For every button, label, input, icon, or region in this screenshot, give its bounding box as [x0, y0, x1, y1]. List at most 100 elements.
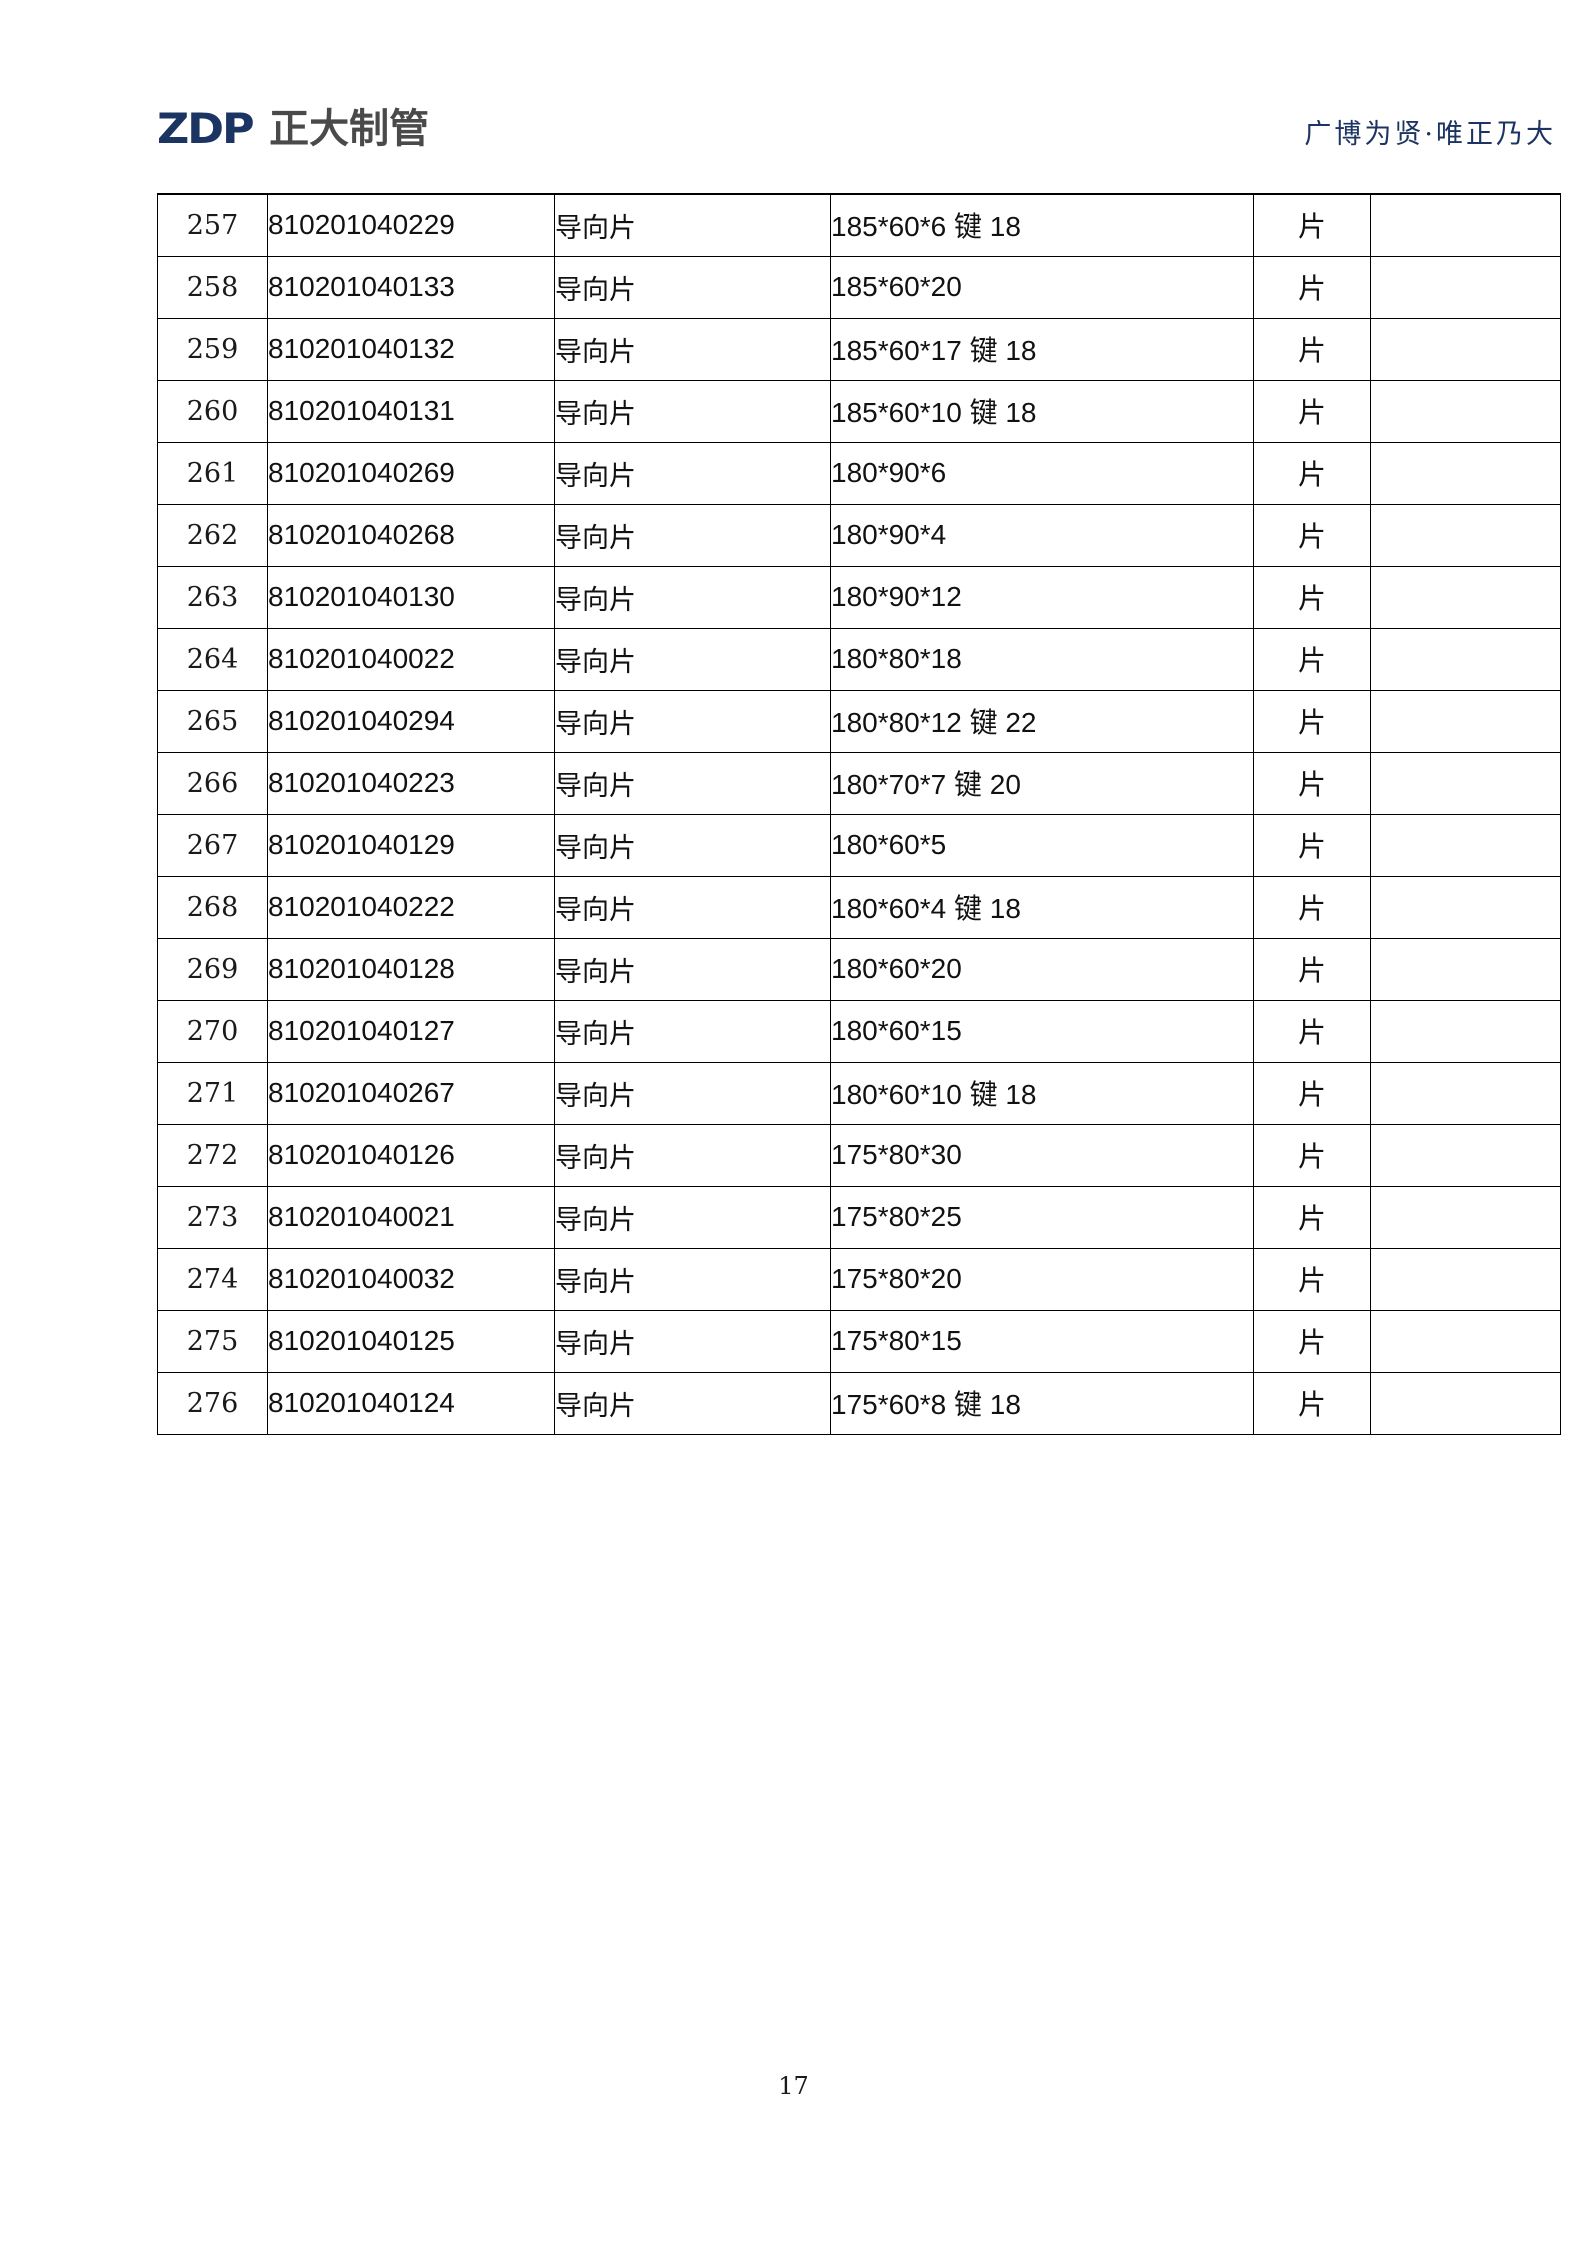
cell-remark	[1370, 813, 1561, 877]
cell-unit: 片	[1253, 565, 1371, 629]
cell-index: 274	[157, 1247, 268, 1311]
cell-specification: 180*70*7 键 20	[830, 751, 1254, 815]
page-header: ZDP 正大制管 广博为贤·唯正乃大	[157, 100, 1560, 170]
cell-part-name: 导向片	[554, 627, 831, 691]
cell-index: 265	[157, 689, 268, 753]
cell-part-name: 导向片	[554, 875, 831, 939]
cell-index: 262	[157, 503, 268, 567]
cell-part-name: 导向片	[554, 689, 831, 753]
cell-material-code: 810201040294	[267, 689, 555, 753]
company-tagline: 广博为贤·唯正乃大	[1304, 119, 1556, 150]
cell-unit: 片	[1253, 1247, 1371, 1311]
cell-unit: 片	[1253, 751, 1371, 815]
cell-part-name: 导向片	[554, 1061, 831, 1125]
cell-material-code: 810201040127	[267, 999, 555, 1063]
parts-specification-table: 257 810201040229 导向片 185*60*6 键 18 片 258 81020…	[157, 193, 1561, 1435]
cell-remark	[1370, 503, 1561, 567]
cell-part-name: 导向片	[554, 255, 831, 319]
cell-material-code: 810201040132	[267, 317, 555, 381]
cell-index: 267	[157, 813, 268, 877]
cell-part-name: 导向片	[554, 1371, 831, 1435]
cell-material-code: 810201040133	[267, 255, 555, 319]
cell-material-code: 810201040229	[267, 193, 555, 257]
cell-remark	[1370, 627, 1561, 691]
cell-unit: 片	[1253, 999, 1371, 1063]
cell-specification: 185*60*20	[830, 255, 1254, 319]
cell-material-code: 810201040223	[267, 751, 555, 815]
table-row: 261 810201040269 导向片 180*90*6 片	[157, 441, 1561, 505]
table-row: 263 810201040130 导向片 180*90*12 片	[157, 565, 1561, 629]
table-row: 274 810201040032 导向片 175*80*20 片	[157, 1247, 1561, 1311]
cell-material-code: 810201040128	[267, 937, 555, 1001]
cell-material-code: 810201040032	[267, 1247, 555, 1311]
cell-specification: 185*60*17 键 18	[830, 317, 1254, 381]
cell-material-code: 810201040269	[267, 441, 555, 505]
cell-remark	[1370, 255, 1561, 319]
cell-material-code: 810201040131	[267, 379, 555, 443]
cell-part-name: 导向片	[554, 1185, 831, 1249]
cell-index: 263	[157, 565, 268, 629]
table-row: 275 810201040125 导向片 175*80*15 片	[157, 1309, 1561, 1373]
cell-specification: 185*60*10 键 18	[830, 379, 1254, 443]
table-row: 271 810201040267 导向片 180*60*10 键 18 片	[157, 1061, 1561, 1125]
cell-unit: 片	[1253, 1185, 1371, 1249]
cell-remark	[1370, 937, 1561, 1001]
cell-part-name: 导向片	[554, 999, 831, 1063]
cell-material-code: 810201040267	[267, 1061, 555, 1125]
cell-material-code: 810201040222	[267, 875, 555, 939]
cell-index: 270	[157, 999, 268, 1063]
zdp-logo-mark: ZDP	[157, 104, 255, 153]
cell-remark	[1370, 1123, 1561, 1187]
cell-specification: 180*60*5	[830, 813, 1254, 877]
cell-unit: 片	[1253, 1061, 1371, 1125]
cell-unit: 片	[1253, 1309, 1371, 1373]
cell-part-name: 导向片	[554, 317, 831, 381]
table-row: 268 810201040222 导向片 180*60*4 键 18 片	[157, 875, 1561, 939]
cell-material-code: 810201040130	[267, 565, 555, 629]
cell-index: 269	[157, 937, 268, 1001]
cell-specification: 175*80*20	[830, 1247, 1254, 1311]
cell-part-name: 导向片	[554, 937, 831, 1001]
table-row: 262 810201040268 导向片 180*90*4 片	[157, 503, 1561, 567]
company-logo: ZDP 正大制管	[157, 100, 429, 158]
cell-remark	[1370, 565, 1561, 629]
cell-specification: 175*80*25	[830, 1185, 1254, 1249]
cell-unit: 片	[1253, 875, 1371, 939]
cell-unit: 片	[1253, 317, 1371, 381]
cell-part-name: 导向片	[554, 379, 831, 443]
cell-remark	[1370, 751, 1561, 815]
cell-index: 264	[157, 627, 268, 691]
cell-material-code: 810201040126	[267, 1123, 555, 1187]
cell-specification: 180*90*12	[830, 565, 1254, 629]
cell-unit: 片	[1253, 689, 1371, 753]
cell-remark	[1370, 1185, 1561, 1249]
cell-part-name: 导向片	[554, 193, 831, 257]
cell-specification: 180*60*15	[830, 999, 1254, 1063]
cell-specification: 175*60*8 键 18	[830, 1371, 1254, 1435]
cell-unit: 片	[1253, 813, 1371, 877]
cell-part-name: 导向片	[554, 813, 831, 877]
cell-index: 261	[157, 441, 268, 505]
cell-part-name: 导向片	[554, 1309, 831, 1373]
cell-remark	[1370, 1247, 1561, 1311]
cell-index: 266	[157, 751, 268, 815]
cell-material-code: 810201040268	[267, 503, 555, 567]
cell-unit: 片	[1253, 627, 1371, 691]
cell-material-code: 810201040124	[267, 1371, 555, 1435]
cell-specification: 180*90*6	[830, 441, 1254, 505]
cell-remark	[1370, 999, 1561, 1063]
cell-remark	[1370, 1061, 1561, 1125]
cell-unit: 片	[1253, 193, 1371, 257]
page-number: 17	[778, 2072, 809, 2100]
table-row: 267 810201040129 导向片 180*60*5 片	[157, 813, 1561, 877]
cell-index: 272	[157, 1123, 268, 1187]
cell-unit: 片	[1253, 1371, 1371, 1435]
table-row: 265 810201040294 导向片 180*80*12 键 22 片	[157, 689, 1561, 753]
cell-specification: 180*80*12 键 22	[830, 689, 1254, 753]
cell-specification: 180*80*18	[830, 627, 1254, 691]
cell-remark	[1370, 875, 1561, 939]
cell-specification: 180*60*4 键 18	[830, 875, 1254, 939]
cell-specification: 180*90*4	[830, 503, 1254, 567]
cell-unit: 片	[1253, 441, 1371, 505]
cell-index: 276	[157, 1371, 268, 1435]
